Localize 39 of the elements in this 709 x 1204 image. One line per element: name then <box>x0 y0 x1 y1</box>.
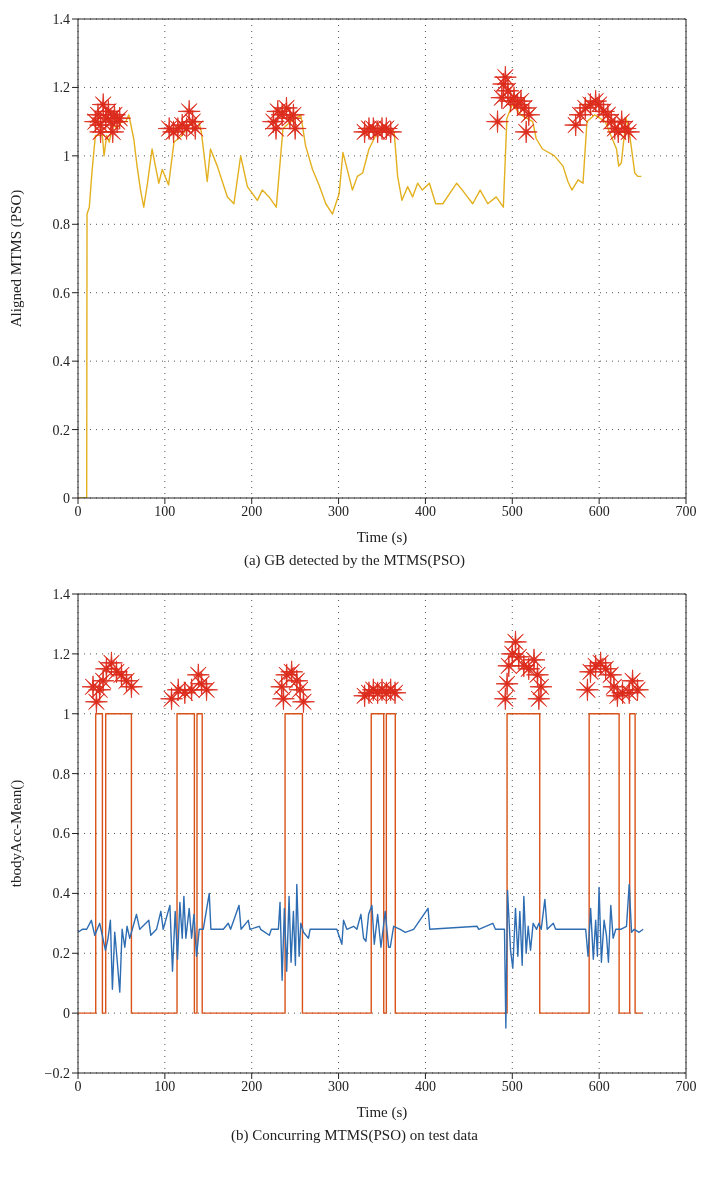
y-axis-title: tbodyAcc-Mean() <box>8 779 26 888</box>
x-tick-label: 300 <box>328 1078 350 1094</box>
x-tick-label: 200 <box>241 1078 263 1094</box>
text: (b) Concurring MTMS(PSO) on test data <box>229 1127 480 1144</box>
y-tick-label: 0.6 <box>52 826 70 842</box>
y-tick-label: 1 <box>63 706 70 722</box>
y-tick-label: 1.4 <box>52 586 70 602</box>
y-tick-label: 0.4 <box>52 354 70 370</box>
x-tick-label: 600 <box>588 1078 610 1094</box>
x-axis-title: Time (s) <box>356 529 408 546</box>
x-tick-label: 200 <box>241 503 263 519</box>
x-tick-label: 100 <box>154 503 176 519</box>
y-tick-label: 0.2 <box>52 946 70 962</box>
x-tick-label: 700 <box>675 1078 697 1094</box>
y-tick-label: 0.6 <box>52 285 70 301</box>
y-tick-label: −0.2 <box>44 1065 70 1081</box>
x-tick-label: 400 <box>414 1078 436 1094</box>
y-tick-label: 0.2 <box>52 422 70 438</box>
y-tick-label: 1.2 <box>52 646 70 662</box>
y-tick-label: 1.2 <box>52 80 70 96</box>
x-tick-label: 300 <box>328 503 350 519</box>
y-axis-title: Aligned MTMS (PSO) <box>8 189 26 328</box>
x-tick-label: 700 <box>675 503 697 519</box>
y-tick-label: 0 <box>63 1006 70 1022</box>
x-tick-label: 600 <box>588 503 610 519</box>
x-tick-label: 500 <box>501 503 523 519</box>
x-tick-label: 100 <box>154 1078 176 1094</box>
y-tick-label: 0.8 <box>52 217 70 233</box>
y-tick-label: 0.4 <box>52 886 70 902</box>
y-tick-label: 0 <box>63 490 70 506</box>
x-tick-label: 400 <box>414 503 436 519</box>
y-tick-label: 0.8 <box>52 766 70 782</box>
x-tick-label: 500 <box>501 1078 523 1094</box>
x-tick-label: 0 <box>74 503 82 519</box>
y-tick-label: 1 <box>63 148 70 164</box>
x-axis-title: Time (s) <box>356 1104 408 1121</box>
x-tick-label: 0 <box>74 1078 82 1094</box>
y-tick-label: 1.4 <box>52 11 70 27</box>
text: (a) GB detected by the MTMS(PSO) <box>242 552 467 569</box>
